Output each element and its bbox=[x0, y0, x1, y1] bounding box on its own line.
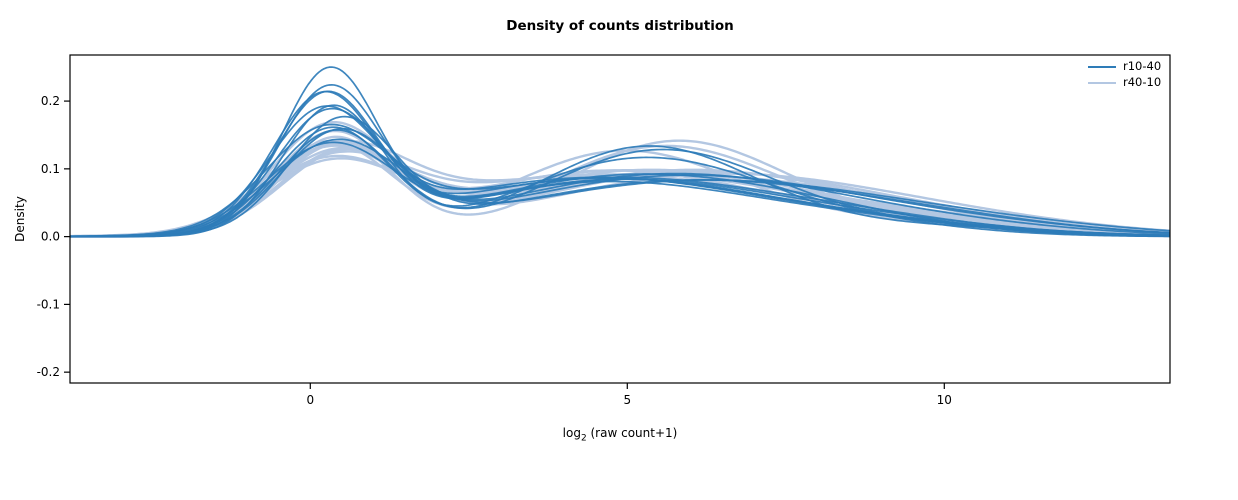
legend-label-r40-10: r40-10 bbox=[1123, 75, 1162, 89]
y-tick-label: -0.2 bbox=[37, 365, 60, 379]
legend-entry-r40-10: r40-10 bbox=[1088, 76, 1161, 89]
y-tick-label: 0.1 bbox=[41, 162, 60, 176]
density-curve-r10-40 bbox=[70, 123, 1170, 238]
y-tick-label: 0.0 bbox=[41, 230, 60, 244]
x-tick-label: 0 bbox=[306, 393, 314, 407]
y-axis-label: Density bbox=[13, 196, 27, 242]
y-tick-label: -0.1 bbox=[37, 297, 60, 311]
legend: r10-40 r40-10 bbox=[1088, 60, 1161, 89]
legend-entry-r10-40: r10-40 bbox=[1088, 60, 1161, 73]
density-curve-r10-40 bbox=[70, 115, 1170, 238]
y-tick-label: 0.2 bbox=[41, 94, 60, 108]
x-tick-label: 5 bbox=[623, 393, 631, 407]
density-curve-r40-10 bbox=[70, 147, 1170, 238]
plot-box bbox=[69, 54, 1171, 384]
density-curve-r10-40 bbox=[70, 138, 1170, 238]
legend-label-r10-40: r10-40 bbox=[1123, 59, 1162, 73]
x-axis-label-subscript: 2 bbox=[580, 433, 587, 444]
x-axis-label: log2 (raw count+1) bbox=[70, 426, 1170, 443]
x-axis-label-suffix: (raw count+1) bbox=[586, 426, 678, 440]
legend-line-swatch-r10-40 bbox=[1088, 65, 1116, 68]
density-curve-r10-40 bbox=[70, 90, 1170, 238]
x-tick-label: 10 bbox=[937, 393, 952, 407]
density-curves bbox=[70, 66, 1170, 238]
chart-title: Density of counts distribution bbox=[506, 18, 734, 34]
density-curve-r10-40 bbox=[70, 83, 1170, 238]
legend-line-swatch-r40-10 bbox=[1088, 81, 1116, 84]
x-axis-label-prefix: log bbox=[562, 426, 581, 440]
